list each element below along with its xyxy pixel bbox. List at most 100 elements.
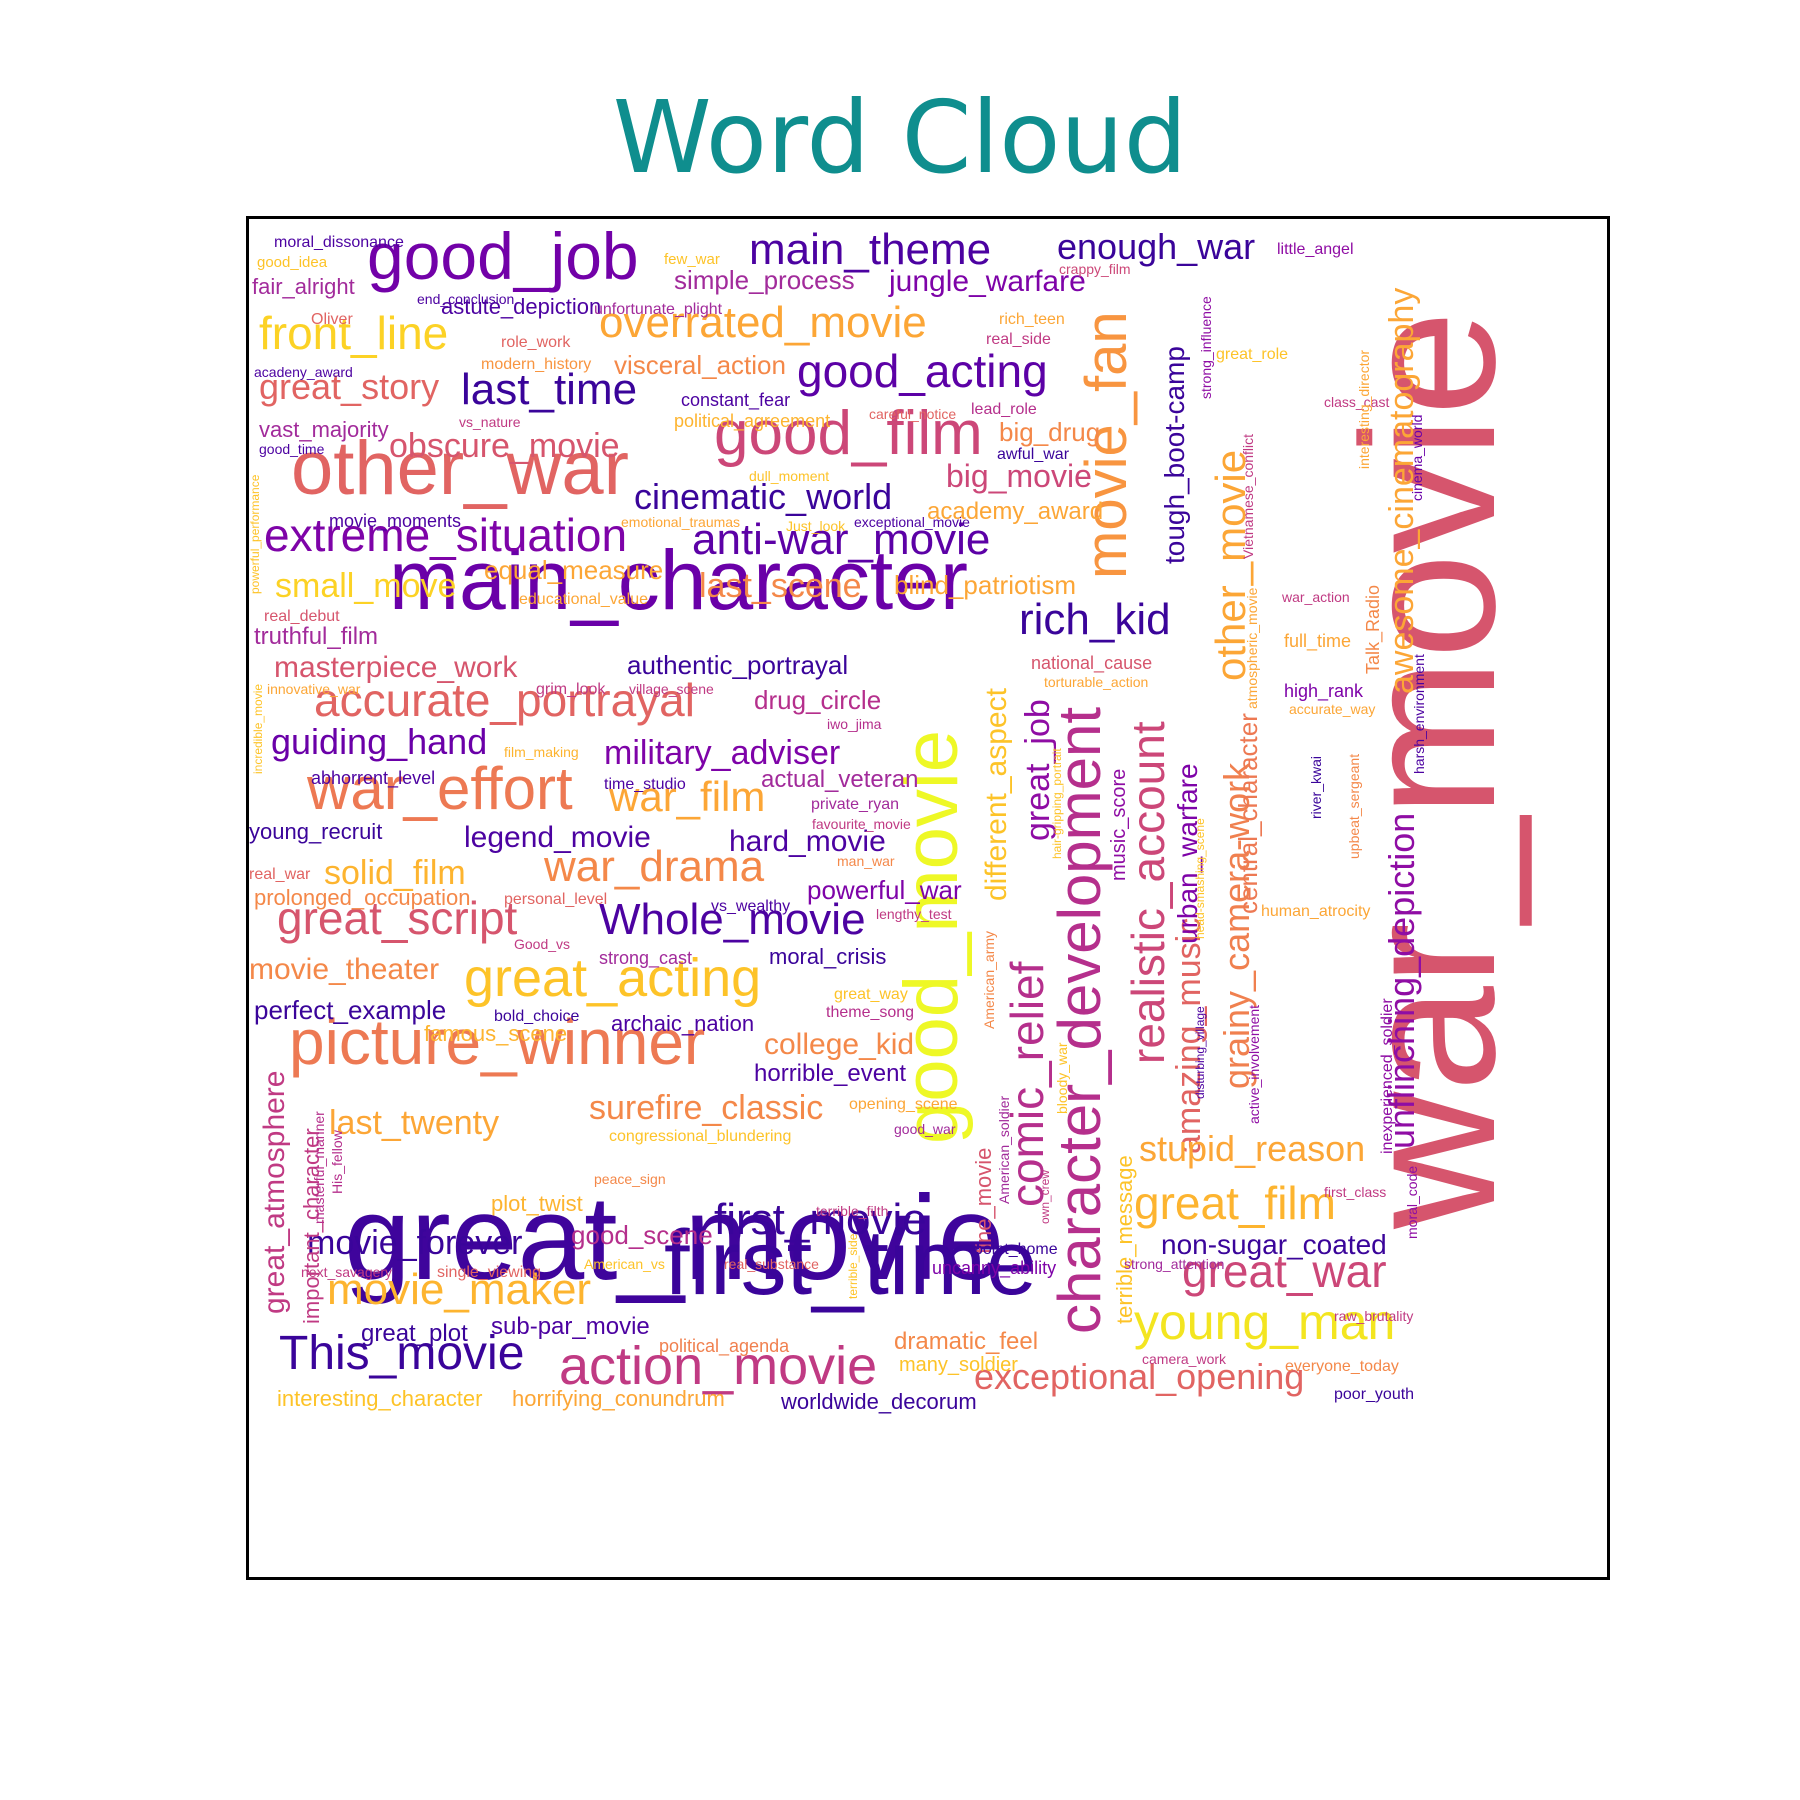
word-film-making: film_making — [504, 744, 579, 760]
word-good-movie: good_movie — [889, 730, 974, 1144]
word-obscure-movie: obscure_movie — [389, 427, 620, 465]
word-music-score: music_score — [1108, 769, 1130, 881]
word-young-man: young_man — [1134, 1294, 1395, 1350]
word-worldwide-decorum: worldwide_decorum — [780, 1389, 977, 1414]
word-visceral-action: visceral_action — [614, 350, 786, 380]
word-acadeny-award: acadeny_award — [254, 364, 353, 380]
word-constant-fear: constant_fear — [681, 390, 790, 411]
word-extreme-situation: extreme_situation — [264, 509, 627, 561]
word-dramatic-feel: dramatic_feel — [894, 1328, 1038, 1355]
word-war-effort: war_effort — [306, 755, 573, 822]
word-guiding-hand: guiding_hand — [271, 721, 487, 762]
word-many-soldier: many_soldier — [899, 1354, 1018, 1376]
word-big-drug: big_drug — [999, 417, 1100, 447]
word-good-acting: good_acting — [797, 345, 1048, 397]
word-other-movie: other_movie — [1207, 450, 1254, 681]
word-uncanny-ability: uncanny_ability — [932, 1258, 1056, 1279]
word-powerful-war: powerful_war — [807, 875, 962, 905]
word-awesome-cinematography: awesome_cinematography — [1383, 288, 1421, 694]
word-bold-choice: bold_choice — [494, 1008, 580, 1025]
word-dull-moment: dull_moment — [749, 468, 829, 484]
word-astute-depiction: astute_depiction — [441, 294, 601, 319]
word-terrible-filth: terrible_filth — [816, 1203, 888, 1219]
word-movie-moments: movie_moments — [329, 511, 461, 532]
word-great-plot: great_plot — [361, 1320, 468, 1347]
word-great-way: great_way — [834, 986, 908, 1003]
word-authentic-portrayal: authentic_portrayal — [627, 650, 848, 680]
word-disturbing-village: disturbing_village — [1193, 1006, 1207, 1099]
word-movie-maker: movie_maker — [327, 1265, 591, 1314]
word-masterpiece-work: masterpiece_work — [274, 651, 518, 684]
word-this-movie: This_movie — [279, 1327, 524, 1380]
word-interesting-director: interesting_director — [1356, 350, 1372, 469]
word-grim-look: grim_look — [536, 681, 606, 698]
word-inexperienced-soldier: inexperienced_soldier — [1379, 998, 1396, 1154]
word-war-action: war_action — [1281, 589, 1350, 605]
word-first-class: first_class — [1324, 1184, 1386, 1200]
word-innovative-war: innovative_war — [267, 681, 361, 697]
word-college-kid: college_kid — [764, 1028, 914, 1061]
word-masterful-manner: masterful_manner — [311, 1111, 327, 1224]
word-tough-boot-camp: tough_boot-camp — [1159, 346, 1190, 564]
word-moral-dissonance: moral_dissonance — [274, 234, 404, 251]
word-poor-youth: poor_youth — [1334, 1386, 1414, 1403]
word-iwo-jima: iwo_jima — [827, 716, 882, 732]
word-main-character: main_character — [389, 533, 968, 627]
word-good-idea: good_idea — [257, 254, 328, 271]
word-grainy-camera-work: grainy_camera-work — [1216, 762, 1257, 1089]
word-movie-theater: movie_theater — [249, 953, 439, 986]
word-movie-forever: movie_forever — [307, 1224, 522, 1262]
word-just-look: Just_look — [786, 518, 846, 534]
word-strong-influence: strong_influence — [1198, 296, 1214, 399]
word-atmospheric-movie: atmospheric_movie — [1244, 587, 1260, 709]
word-real-debut: real_debut — [264, 608, 340, 625]
word-accurate-portrayal: accurate_portrayal — [314, 674, 695, 726]
word-personal-level: personal_level — [504, 891, 607, 908]
word-real-substance: real_substance — [724, 1256, 819, 1272]
word-great-atmosphere: great_atmosphere — [258, 1071, 291, 1315]
word-young-recruit: young_recruit — [249, 819, 382, 844]
word-unfortunate-plight: unfortunate_plight — [594, 301, 723, 318]
word-political-agreement: political_agreement — [674, 411, 830, 432]
word-jungle-warfare: jungle_warfare — [888, 265, 1086, 298]
word-own-crew: own_crew — [1038, 1170, 1052, 1224]
word-little-angel: little_angel — [1277, 241, 1354, 258]
word-awful-war: awful_war — [997, 446, 1070, 463]
word-time-studio: time_studio — [604, 776, 686, 793]
word-vs-wealthy: vs_wealthy — [711, 898, 790, 915]
word-strong-attention: strong_attention — [1124, 1256, 1224, 1272]
word-first-time: first_time — [664, 1212, 1037, 1314]
word-rich-teen: rich_teen — [999, 311, 1065, 328]
word-great-story: great_story — [259, 366, 439, 407]
word-solid-film: solid_film — [324, 854, 466, 892]
word-full-time: full_time — [1284, 631, 1351, 652]
word-horrifying-conundrum: horrifying_conundrum — [512, 1386, 725, 1411]
word-his-fellow: His_fellow — [329, 1129, 345, 1194]
word-cinematic-world: cinematic_world — [634, 476, 892, 517]
word-great-script: great_script — [277, 892, 518, 944]
word-cloud: war_movie great_movie main_character first_… — [249, 219, 1535, 1414]
word-next-savagery: next_savagery — [301, 1264, 392, 1280]
word-class-cast: class_cast — [1324, 394, 1389, 410]
word-actual-veteran: actual_veteran — [761, 766, 918, 793]
word-exceptional-opening: exceptional_opening — [974, 1356, 1304, 1397]
word-great-film: great_film — [1134, 1177, 1336, 1229]
word-cloud-frame: war_movie great_movie main_character first_… — [246, 216, 1610, 1580]
word-perfect-example: perfect_example — [254, 995, 446, 1025]
word-great-job: great_job — [1019, 699, 1057, 841]
word-good-time: good_time — [259, 441, 325, 457]
word-last-scene: last_scene — [699, 567, 862, 605]
word-few-war: few_war — [664, 251, 720, 268]
word-simple-process: simple_process — [674, 265, 855, 295]
word-point-home: point_home — [974, 1241, 1058, 1258]
word-powerful-performance: powerful_performance — [249, 474, 262, 594]
word-careful-notice: careful_notice — [869, 406, 956, 422]
word-stupid-reason: stupid_reason — [1139, 1128, 1365, 1169]
word-good-film: good_film — [714, 399, 983, 468]
word-modern-history: modern_history — [481, 356, 591, 373]
word-national-cause: national_cause — [1031, 653, 1152, 674]
word-american-soldier: American_soldier — [996, 1096, 1012, 1204]
word-congressional-blundering: congressional_blundering — [609, 1128, 791, 1145]
word-end-conclusion: end_conclusion — [417, 291, 514, 307]
word-strong-cast: strong_cast — [599, 948, 692, 969]
